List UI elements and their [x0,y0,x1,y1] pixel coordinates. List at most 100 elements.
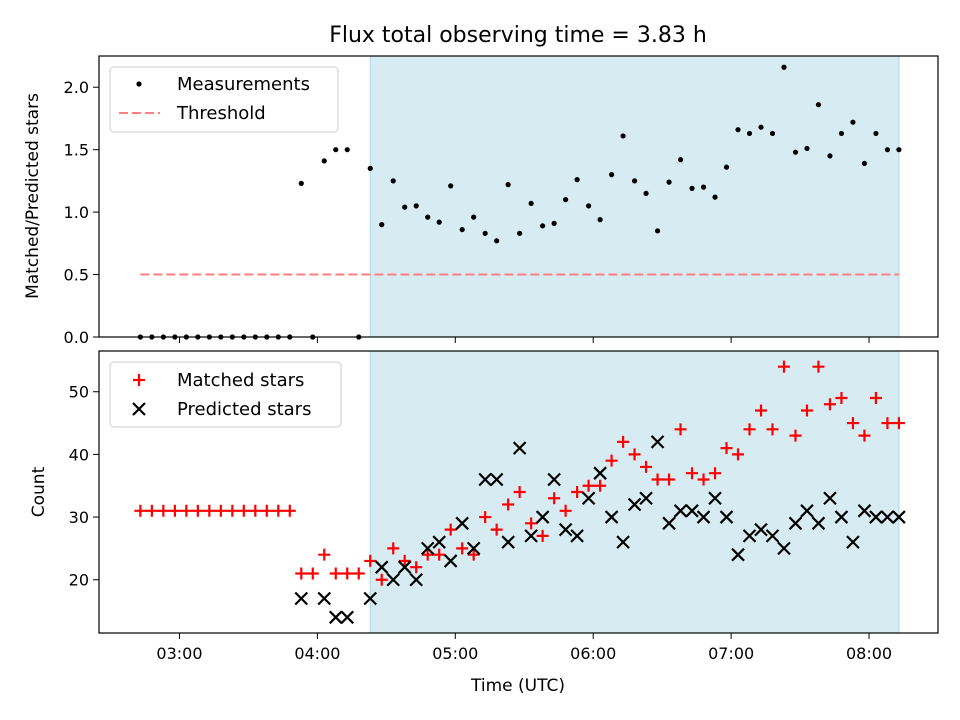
measurements-point [528,200,534,206]
predicted-stars-point [719,510,734,524]
measurements-point [379,222,385,228]
matched-stars-point [755,404,768,417]
measurements-point [540,223,546,229]
x-tick-label: 05:00 [432,644,478,663]
legend-predicted-marker [132,402,146,416]
predicted-stars-point [512,441,527,455]
matched-stars-point [881,417,894,430]
measurements-point [298,180,304,186]
legend-predicted-label: Predicted stars [177,399,311,420]
matched-stars-point [605,454,618,467]
measurements-point [367,165,373,171]
matched-stars-point [789,429,802,442]
measurements-point [436,219,442,225]
measurements-point [517,230,523,236]
predicted-stars-point [708,491,722,506]
measurements-point [850,119,856,125]
legend-matched-marker [133,374,145,386]
predicted-stars-point [420,541,435,556]
matched-stars-point [168,504,181,517]
predicted-stars-point [524,529,538,543]
predicted-stars-point [535,510,550,524]
measurements-point [781,64,787,70]
matched-stars-point [536,529,549,542]
predicted-stars-point [627,497,642,512]
matched-stars-point [663,473,676,486]
predicted-stars-point [466,541,481,556]
matched-stars-point [674,423,687,436]
measurements-point [896,147,902,153]
measurements-point [459,226,465,233]
matched-stars-point [283,504,296,517]
measurements-point [758,124,764,130]
matched-stars-point [594,479,607,492]
matched-stars-point [479,511,492,524]
measurements-point [631,178,638,184]
matched-stars-point [777,360,790,373]
measurements-point [620,133,626,139]
bottom-x-axis-label: Time (UTC) [470,676,565,696]
measurements-point [677,157,684,163]
matched-stars-point [318,548,331,561]
measurements-point [402,204,408,210]
predicted-stars-point [639,491,653,506]
top-y-axis-label: Matched/Predicted stars [23,93,43,299]
matched-stars-point [237,504,250,517]
matched-stars-point [846,417,859,430]
measurements-point [505,182,511,188]
matched-stars-point [892,417,905,430]
matched-stars-point [559,504,572,517]
x-tick-label: 07:00 [708,644,754,663]
predicted-stars-point [581,491,596,506]
predicted-stars-point [846,535,860,549]
predicted-stars-point [788,516,803,531]
predicted-stars-point [765,529,780,543]
bottom-y-axis-label: Count [29,466,49,517]
predicted-stars-point [800,504,814,518]
predicted-stars-point [857,504,872,518]
measurements-point [804,145,810,152]
predicted-stars-point [742,529,757,543]
predicted-stars-point [363,591,378,606]
measurements-point [563,197,569,203]
predicted-stars-point [294,591,309,606]
matched-stars-point [525,517,538,530]
predicted-stars-point [892,510,906,524]
predicted-stars-point [650,435,665,449]
top-panel-title: Flux total observing time = 3.83 h [329,23,707,48]
predicted-stars-point [880,510,895,524]
measurements-point [321,158,327,164]
matched-stars-point [203,504,216,517]
measurements-point [551,220,557,226]
top-panel-frame [98,55,939,338]
predicted-stars-point [374,560,389,574]
top-panel: 0.0 0.5 1.0 1.5 2.0 Flux total observing tim… [23,23,939,347]
measurements-point [333,147,339,153]
matched-stars-point [341,567,354,580]
matched-stars-point [835,392,848,404]
matched-stars-point [433,548,446,561]
legend-measurements-label: Measurements [177,74,310,95]
y-tick-label: 0.5 [64,266,89,285]
matched-stars-point [869,392,882,404]
measurements-point [494,238,500,244]
predicted-stars-point [409,572,423,587]
predicted-stars-point [432,535,446,549]
matched-stars-point [180,504,193,517]
matched-stars-point [295,567,308,580]
measurements-point [654,228,661,234]
matched-stars-point [513,486,526,498]
bottom-legend: Matched stars Predicted stars [109,361,342,428]
top-series-layer [137,64,902,340]
predicted-stars-point [662,516,676,531]
matched-stars-point [352,567,365,580]
matched-stars-point [548,492,561,505]
measurements-point [471,214,477,220]
measurements-point [344,147,350,153]
measurements-point [723,164,730,170]
measurements-point [873,130,879,137]
matched-stars-point [364,554,377,567]
y-tick-label: 0.0 [64,328,89,347]
measurements-point [448,183,454,189]
